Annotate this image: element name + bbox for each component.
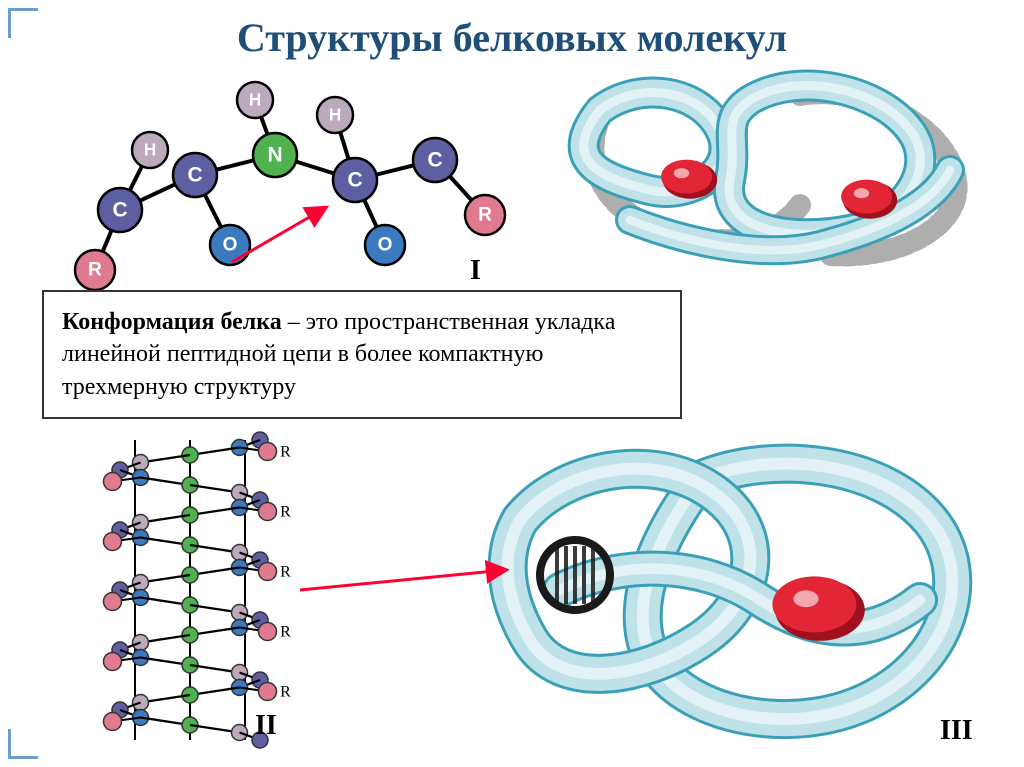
arrows (0, 0, 1024, 767)
